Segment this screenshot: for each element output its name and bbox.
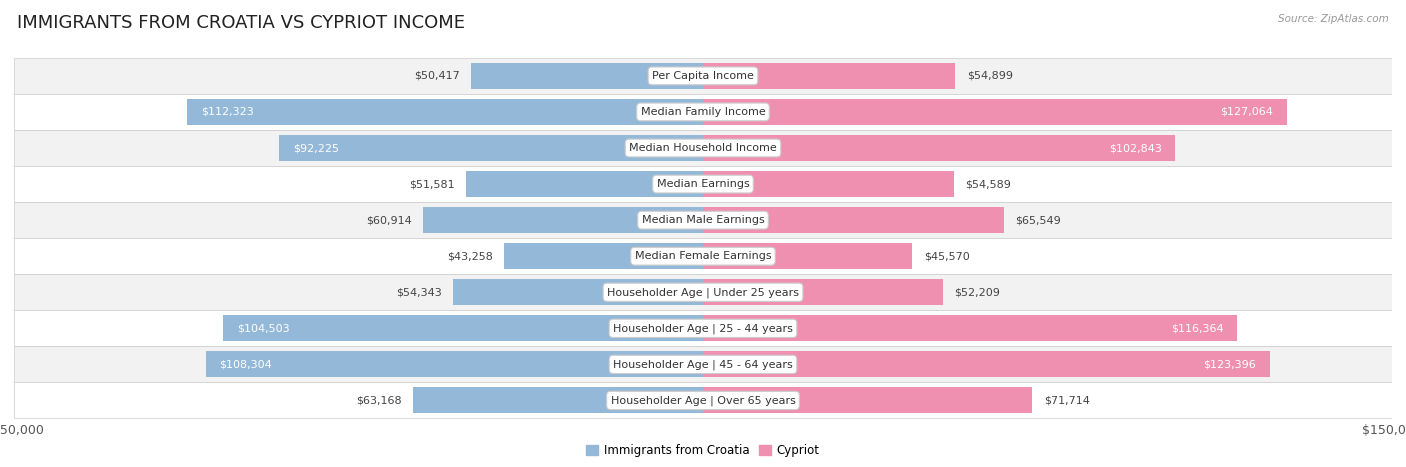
Bar xyxy=(703,135,1175,161)
Text: $112,323: $112,323 xyxy=(201,107,253,117)
Bar xyxy=(703,207,1004,233)
Bar xyxy=(14,382,1392,418)
Bar xyxy=(187,99,703,125)
Bar xyxy=(703,279,943,305)
Bar xyxy=(280,135,703,161)
Bar xyxy=(14,310,1392,347)
Text: Householder Age | 45 - 64 years: Householder Age | 45 - 64 years xyxy=(613,359,793,370)
Bar xyxy=(14,58,1392,94)
Text: IMMIGRANTS FROM CROATIA VS CYPRIOT INCOME: IMMIGRANTS FROM CROATIA VS CYPRIOT INCOM… xyxy=(17,14,465,32)
Text: Median Family Income: Median Family Income xyxy=(641,107,765,117)
Bar xyxy=(703,243,912,269)
Text: $104,503: $104,503 xyxy=(236,323,290,333)
Bar xyxy=(703,351,1270,377)
Text: $43,258: $43,258 xyxy=(447,251,494,261)
Text: $52,209: $52,209 xyxy=(955,287,1000,297)
Bar xyxy=(224,315,703,341)
Text: $60,914: $60,914 xyxy=(366,215,412,225)
Bar xyxy=(14,166,1392,202)
Text: $45,570: $45,570 xyxy=(924,251,970,261)
Bar xyxy=(14,130,1392,166)
Bar xyxy=(423,207,703,233)
Bar xyxy=(471,63,703,89)
Text: $92,225: $92,225 xyxy=(294,143,339,153)
Text: Householder Age | 25 - 44 years: Householder Age | 25 - 44 years xyxy=(613,323,793,333)
Bar xyxy=(413,388,703,413)
Text: Median Household Income: Median Household Income xyxy=(628,143,778,153)
Bar xyxy=(703,99,1286,125)
Bar xyxy=(14,274,1392,310)
Bar xyxy=(703,63,955,89)
Text: $108,304: $108,304 xyxy=(219,360,273,369)
Text: $50,417: $50,417 xyxy=(415,71,460,81)
Text: $63,168: $63,168 xyxy=(356,396,401,405)
Bar xyxy=(14,94,1392,130)
Text: $54,589: $54,589 xyxy=(965,179,1011,189)
Bar xyxy=(14,202,1392,238)
Text: $51,581: $51,581 xyxy=(409,179,454,189)
Text: Source: ZipAtlas.com: Source: ZipAtlas.com xyxy=(1278,14,1389,24)
Bar xyxy=(505,243,703,269)
Legend: Immigrants from Croatia, Cypriot: Immigrants from Croatia, Cypriot xyxy=(582,439,824,462)
Bar xyxy=(14,347,1392,382)
Bar xyxy=(703,388,1032,413)
Bar xyxy=(205,351,703,377)
Bar xyxy=(703,315,1237,341)
Text: $102,843: $102,843 xyxy=(1109,143,1161,153)
Text: Householder Age | Over 65 years: Householder Age | Over 65 years xyxy=(610,395,796,406)
Text: $71,714: $71,714 xyxy=(1043,396,1090,405)
Text: $116,364: $116,364 xyxy=(1171,323,1223,333)
Text: Householder Age | Under 25 years: Householder Age | Under 25 years xyxy=(607,287,799,297)
Text: Median Male Earnings: Median Male Earnings xyxy=(641,215,765,225)
Text: $54,343: $54,343 xyxy=(396,287,441,297)
Text: Per Capita Income: Per Capita Income xyxy=(652,71,754,81)
Text: $127,064: $127,064 xyxy=(1220,107,1272,117)
Text: Median Earnings: Median Earnings xyxy=(657,179,749,189)
Text: $65,549: $65,549 xyxy=(1015,215,1062,225)
Text: $54,899: $54,899 xyxy=(967,71,1012,81)
Bar xyxy=(703,171,953,197)
Bar xyxy=(14,238,1392,274)
Bar xyxy=(467,171,703,197)
Bar xyxy=(453,279,703,305)
Text: Median Female Earnings: Median Female Earnings xyxy=(634,251,772,261)
Text: $123,396: $123,396 xyxy=(1204,360,1256,369)
